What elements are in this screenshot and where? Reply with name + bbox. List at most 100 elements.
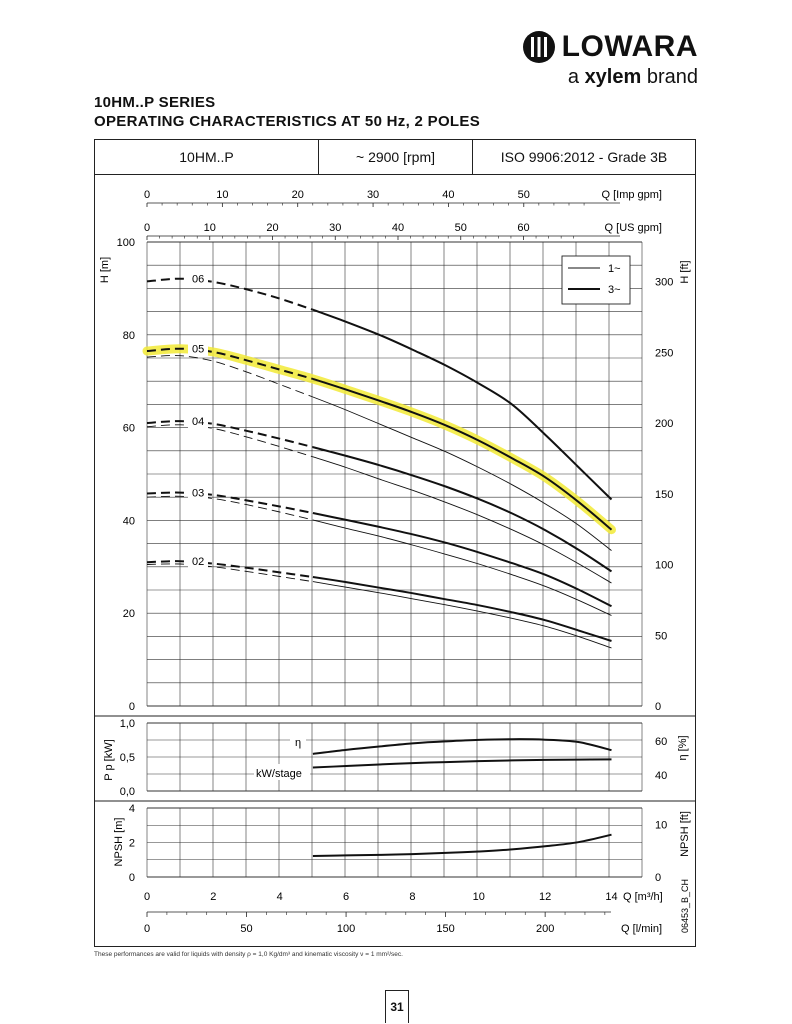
stage-label-05: 05 <box>192 344 204 356</box>
power-y-tick-label: 1,0 <box>120 718 135 730</box>
chart-frame: 10HM..P ~ 2900 [rpm] ISO 9906:2012 - Gra… <box>94 139 696 947</box>
us-gpm-axis-tick-label: 30 <box>329 222 341 234</box>
highlight-band-05 <box>142 344 616 535</box>
head-y-tick-label: 20 <box>123 608 135 620</box>
head-ft-tick-label: 250 <box>655 347 673 359</box>
head-ft-tick-label: 50 <box>655 630 667 642</box>
power-y-tick-label: 0,0 <box>120 786 135 798</box>
us-gpm-axis-tick-label: 20 <box>266 222 278 234</box>
head-curve-04 <box>312 446 613 573</box>
head-y-axis-label: H [m] <box>99 257 111 283</box>
m3h-tick-label: 12 <box>539 891 551 903</box>
imp-gpm-axis-tick-label: 10 <box>216 189 228 201</box>
head-curve-03 <box>312 512 612 608</box>
imp-gpm-axis-tick-label: 0 <box>144 189 150 201</box>
head-curve-05 <box>312 377 613 531</box>
legend-label-1: 3~ <box>608 284 621 296</box>
stage-label-02: 02 <box>192 556 204 568</box>
page-number: 31 <box>385 990 409 1023</box>
head-y-tick-label: 0 <box>129 701 135 713</box>
lmin-tick-label: 50 <box>240 923 252 935</box>
lmin-axis-label: Q [l/min] <box>621 923 662 935</box>
head-curve-05 <box>312 396 612 551</box>
brand-block: LOWARA a xylem brand <box>522 30 698 89</box>
table-header: 10HM..P ~ 2900 [rpm] ISO 9906:2012 - Gra… <box>95 140 695 175</box>
npsh-y-tick-label: 0 <box>129 872 135 884</box>
chart-title: OPERATING CHARACTERISTICS AT 50 Hz, 2 PO… <box>94 113 480 130</box>
npsh-curve <box>312 833 612 857</box>
m3h-tick-label: 14 <box>605 891 617 903</box>
m3h-tick-label: 0 <box>144 891 150 903</box>
head-curve-06-dashed <box>146 277 314 311</box>
m3h-tick-label: 2 <box>210 891 216 903</box>
imp-gpm-axis-label: Q [Imp gpm] <box>601 189 662 201</box>
head-curve-02-dashed <box>146 563 313 583</box>
head-ft-tick-label: 0 <box>655 701 661 713</box>
m3h-axis-label: Q [m³/h] <box>623 891 663 903</box>
footnote: These performances are valid for liquids… <box>94 951 403 958</box>
stage-label-bg <box>188 414 208 429</box>
npsh-y-axis-label: NPSH [m] <box>113 818 125 867</box>
head-ft-tick-label: 200 <box>655 418 673 430</box>
lmin-tick-label: 100 <box>337 923 355 935</box>
us-gpm-axis-tick-label: 0 <box>144 222 150 234</box>
lmin-tick-label: 150 <box>436 923 454 935</box>
power-curve <box>312 758 612 769</box>
eta-tick-label: 60 <box>655 736 667 748</box>
npsh-y-tick-label: 2 <box>129 838 135 850</box>
eta-tick-label: 40 <box>655 770 667 782</box>
power-y-axis-label: P p [kW] <box>103 739 115 780</box>
stage-label-06: 06 <box>192 274 204 286</box>
us-gpm-axis-tick-label: 50 <box>455 222 467 234</box>
head-y-tick-label: 100 <box>117 237 135 249</box>
npsh-ft-axis-label: NPSH [ft] <box>679 811 691 857</box>
head-y-tick-label: 40 <box>123 515 135 527</box>
efficiency-label: η <box>295 737 301 749</box>
head-curve-04 <box>312 456 612 584</box>
m3h-tick-label: 8 <box>409 891 415 903</box>
stage-label-03: 03 <box>192 488 204 500</box>
head-curve-02 <box>312 576 612 642</box>
m3h-tick-label: 10 <box>473 891 485 903</box>
head-y-tick-label: 60 <box>123 423 135 435</box>
power-label-bg <box>254 764 310 780</box>
npsh-ft-tick-label: 10 <box>655 819 667 831</box>
head-curve-06 <box>312 308 613 501</box>
us-gpm-axis-label: Q [US gpm] <box>605 222 662 234</box>
stage-label-bg <box>188 554 208 569</box>
power-y-tick-label: 0,5 <box>120 752 135 764</box>
m3h-tick-label: 6 <box>343 891 349 903</box>
stage-label-04: 04 <box>192 416 204 428</box>
head-curve-03 <box>312 519 612 616</box>
brand-name: LOWARA <box>561 30 698 63</box>
head-curve-02-dashed <box>146 560 314 578</box>
eta-label-bg <box>290 733 306 749</box>
legend-label-0: 1~ <box>608 263 621 275</box>
npsh-ft-tick-label: 0 <box>655 872 661 884</box>
stage-label-bg <box>188 485 208 500</box>
head-ft-axis-label: H [ft] <box>679 260 691 283</box>
page-title: 10HM..P SERIES OPERATING CHARACTERISTICS… <box>94 93 480 131</box>
imp-gpm-axis-tick-label: 40 <box>442 189 454 201</box>
head-curve-05-dashed <box>146 355 314 398</box>
head-ft-tick-label: 300 <box>655 277 673 289</box>
efficiency-curve <box>312 738 612 755</box>
speed-cell: ~ 2900 [rpm] <box>319 140 473 174</box>
head-curve-04-dashed <box>146 424 314 458</box>
imp-gpm-axis-tick-label: 50 <box>518 189 530 201</box>
stage-label-bg <box>188 271 208 286</box>
drawing-code: 06453_B_CH <box>680 879 690 933</box>
model-cell: 10HM..P <box>95 140 319 174</box>
power-label: kW/stage <box>256 768 302 780</box>
m3h-tick-label: 4 <box>277 891 283 903</box>
head-ft-tick-label: 150 <box>655 489 673 501</box>
head-curve-04-dashed <box>146 420 314 449</box>
lmin-tick-label: 0 <box>144 923 150 935</box>
us-gpm-axis-tick-label: 10 <box>204 222 216 234</box>
series-title: 10HM..P SERIES <box>94 94 216 111</box>
us-gpm-axis-tick-label: 40 <box>392 222 404 234</box>
head-curve-05-dashed <box>146 347 314 380</box>
standard-cell: ISO 9906:2012 - Grade 3B <box>500 149 668 165</box>
imp-gpm-axis-tick-label: 30 <box>367 189 379 201</box>
